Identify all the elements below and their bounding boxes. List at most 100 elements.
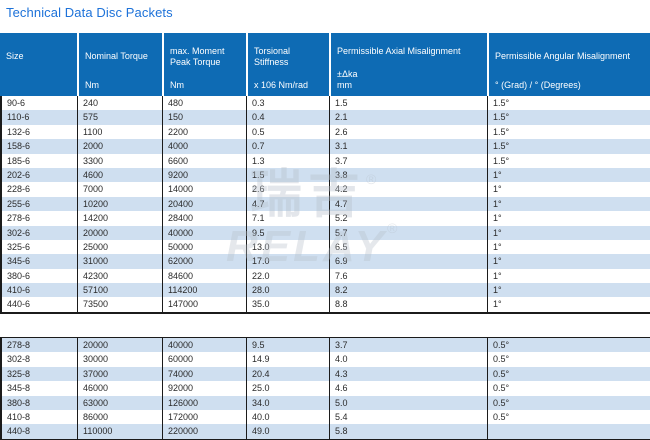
table-cell: 110000 xyxy=(77,424,162,439)
table-cell: 92000 xyxy=(162,381,246,396)
table-cell: 46000 xyxy=(77,381,162,396)
table-cell: 8.2 xyxy=(329,283,487,298)
table-cell: 240 xyxy=(77,96,162,111)
table-cell: 6.5 xyxy=(329,239,487,255)
table-cell: 22.0 xyxy=(246,268,329,284)
table-cell: 158-6 xyxy=(7,141,31,152)
table-cell: 4.7 xyxy=(329,196,487,212)
table-cell: 0.5° xyxy=(487,366,650,382)
table-cell: 410-8 xyxy=(7,411,31,422)
table-cell: 302-8 xyxy=(7,354,31,365)
table-cell: 60000 xyxy=(162,352,246,367)
header-unit: Nm xyxy=(85,80,99,90)
table-cell: 228-6 xyxy=(7,184,31,195)
table-cell: 440-8 xyxy=(7,426,31,437)
table-cell: 37000 xyxy=(77,366,162,382)
table-cell: 20400 xyxy=(162,196,246,212)
header-cell-axial-misalignment: Permissible Axial Misalignment ±Δka mm xyxy=(329,33,487,96)
table-cell: 132-6 xyxy=(7,126,31,137)
table-cell: 302-6 xyxy=(7,227,31,238)
table-row: 380-8 63000 126000 34.0 5.0 0.5° xyxy=(2,395,650,410)
table-row: 325-8 37000 74000 20.4 4.3 0.5° xyxy=(2,366,650,382)
table-cell: 14.9 xyxy=(246,352,329,367)
table-cell: 1° xyxy=(487,211,650,226)
table-row: 345-8 46000 92000 25.0 4.6 0.5° xyxy=(2,381,650,396)
header-row: Size Nominal Torque Nm max. Moment Peak … xyxy=(0,33,650,96)
table-cell: 114200 xyxy=(162,283,246,298)
table-cell: 90-6 xyxy=(7,98,26,108)
table-cell: 380-6 xyxy=(7,270,31,281)
table-cell: 345-6 xyxy=(7,256,31,267)
table-cell: 1° xyxy=(487,239,650,255)
header-cell-size: Size xyxy=(0,33,77,96)
page-title: Technical Data Disc Packets xyxy=(6,5,173,20)
table-row: 440-8 110000 220000 49.0 5.8 xyxy=(2,424,650,439)
table-cell: 4.6 xyxy=(329,381,487,396)
table-cell: 17.0 xyxy=(246,254,329,269)
table-body-8: 278-8 20000 40000 9.5 3.7 0.5° 302-8 30000 60000… xyxy=(0,337,650,440)
table-cell: 1° xyxy=(487,167,650,183)
table-cell: 1.5 xyxy=(246,167,329,183)
table-cell: 1° xyxy=(487,254,650,269)
table-cell: 380-8 xyxy=(7,397,31,408)
table-cell: 4.7 xyxy=(246,196,329,212)
table-cell: 8.8 xyxy=(329,297,487,312)
table-cell: 480 xyxy=(162,96,246,111)
table-cell: 345-8 xyxy=(7,383,31,394)
table-cell: 185-6 xyxy=(7,155,31,166)
table-row: 132-6 1100 2200 0.5 2.6 1.5° xyxy=(2,124,650,140)
table-cell: 2000 xyxy=(77,139,162,154)
table-cell: 1.5 xyxy=(329,96,487,111)
table-cell: 0.5° xyxy=(487,395,650,410)
table-row: 202-6 4600 9200 1.5 3.8 1° xyxy=(2,167,650,183)
table-cell: 3.7 xyxy=(329,153,487,168)
table-cell: 1° xyxy=(487,283,650,298)
header-label: max. Moment Peak Torque xyxy=(170,45,225,67)
table-cell: 25.0 xyxy=(246,381,329,396)
table-cell: 0.3 xyxy=(246,96,329,111)
table-cell xyxy=(487,424,650,439)
table-row: 410-8 86000 172000 40.0 5.4 0.5° xyxy=(2,409,650,425)
table-cell: 1° xyxy=(487,182,650,197)
table-cell: 25000 xyxy=(77,239,162,255)
table-cell: 14200 xyxy=(77,211,162,226)
table-row: 345-6 31000 62000 17.0 6.9 1° xyxy=(2,254,650,269)
table-cell: 28.0 xyxy=(246,283,329,298)
table-cell: 126000 xyxy=(162,395,246,410)
table-cell: 325-6 xyxy=(7,241,31,252)
table-cell: 0.5° xyxy=(487,352,650,367)
header-unit: ° (Grad) / ° (Degrees) xyxy=(495,80,581,90)
header-cell-peak-torque: max. Moment Peak Torque Nm xyxy=(162,33,246,96)
header-unit: ±Δka mm xyxy=(337,69,358,90)
table-cell: 9200 xyxy=(162,167,246,183)
header-cell-torsional-stiffness: Torsional Stiffness x 106 Nm/rad xyxy=(246,33,329,96)
table-row: 158-6 2000 4000 0.7 3.1 1.5° xyxy=(2,139,650,154)
table-cell: 1.5° xyxy=(487,124,650,140)
table-body-6: 90-6 240 480 0.3 1.5 1.5° 110-6 575 150 0.4 2.1 1.5… xyxy=(0,96,650,314)
table-row: 325-6 25000 50000 13.0 6.5 1° xyxy=(2,239,650,255)
table-cell: 5.8 xyxy=(329,424,487,439)
table-cell: 14000 xyxy=(162,182,246,197)
table-cell: 20.4 xyxy=(246,366,329,382)
disc-packet-table-8: 278-8 20000 40000 9.5 3.7 0.5° 302-8 30000 60000… xyxy=(0,337,650,440)
table-cell: 202-6 xyxy=(7,169,31,180)
header-label: Nominal Torque xyxy=(85,51,148,61)
table-cell: 30000 xyxy=(77,352,162,367)
table-cell: 4600 xyxy=(77,167,162,183)
table-cell: 2.1 xyxy=(329,110,487,125)
header-unit: Nm xyxy=(170,80,184,90)
table-cell: 10200 xyxy=(77,196,162,212)
table-cell: 20000 xyxy=(77,338,162,353)
table-cell: 0.5° xyxy=(487,381,650,396)
table-cell: 4000 xyxy=(162,139,246,154)
table-cell: 6.9 xyxy=(329,254,487,269)
table-cell: 172000 xyxy=(162,409,246,425)
table-cell: 278-6 xyxy=(7,213,31,224)
table-cell: 0.5 xyxy=(246,124,329,140)
table-cell: 74000 xyxy=(162,366,246,382)
table-cell: 1° xyxy=(487,268,650,284)
table-cell: 3.1 xyxy=(329,139,487,154)
table-cell: 4.3 xyxy=(329,366,487,382)
header-unit: x 106 Nm/rad xyxy=(254,80,309,90)
